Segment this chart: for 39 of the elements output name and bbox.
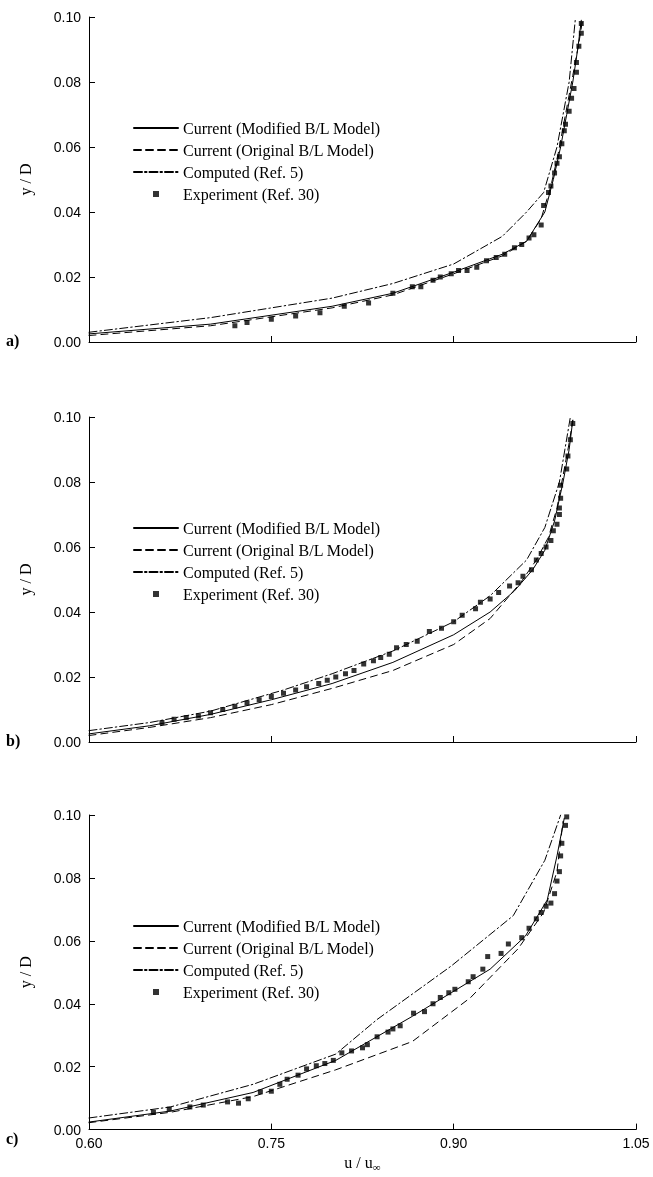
y-tick-label: 0.10 xyxy=(53,409,82,425)
y-tick-label: 0.00 xyxy=(53,734,82,750)
legend-label: Current (Modified B/L Model) xyxy=(183,519,381,538)
y-tick-label: 0.08 xyxy=(53,474,82,490)
legend-label: Computed (Ref. 5) xyxy=(183,163,304,182)
legend-label: Current (Original B/L Model) xyxy=(183,939,374,958)
y-tick-label: 0.08 xyxy=(53,74,82,90)
y-axis-title: y / D xyxy=(16,563,35,596)
text: c) xyxy=(6,1129,19,1148)
text: a) xyxy=(6,331,20,350)
x-tick-label: 0.75 xyxy=(257,1134,286,1151)
y-tick-label: 0.02 xyxy=(53,1058,82,1075)
legend-label: Current (Modified B/L Model) xyxy=(183,917,381,936)
legend-label: Experiment (Ref. 30) xyxy=(183,585,320,604)
legend-label: Current (Modified B/L Model) xyxy=(183,119,381,138)
legend-label: Experiment (Ref. 30) xyxy=(183,185,320,204)
y-tick-label: 0.02 xyxy=(53,669,82,685)
legend-label: Experiment (Ref. 30) xyxy=(183,983,320,1002)
y-tick-label: 0.10 xyxy=(53,807,82,823)
y-tick-label: 0.00 xyxy=(53,334,82,350)
x-tick-label: 1.05 xyxy=(622,1134,650,1151)
legend-label: Current (Original B/L Model) xyxy=(183,141,374,160)
y-tick-label: 0.10 xyxy=(53,9,82,25)
x-axis-title: u / u∞ xyxy=(344,1154,381,1173)
y-tick-label: 0.04 xyxy=(53,204,82,220)
y-tick-label: 0.06 xyxy=(53,539,82,555)
y-tick-label: 0.08 xyxy=(53,869,82,886)
y-tick-label: 0.04 xyxy=(53,995,82,1012)
y-tick-label: 0.04 xyxy=(53,604,82,620)
y-axis-title: y / D xyxy=(16,956,35,989)
legend-label: Computed (Ref. 5) xyxy=(183,563,304,582)
x-tick-label: 0.90 xyxy=(440,1134,468,1151)
y-tick-label: 0.06 xyxy=(53,932,82,949)
y-tick-label: 0.06 xyxy=(53,139,82,155)
text: b) xyxy=(6,731,21,750)
y-tick-label: 0.02 xyxy=(53,269,82,285)
legend-label: Current (Original B/L Model) xyxy=(183,541,374,560)
legend-label: Computed (Ref. 5) xyxy=(183,961,304,980)
y-axis-title: y / D xyxy=(16,163,35,196)
